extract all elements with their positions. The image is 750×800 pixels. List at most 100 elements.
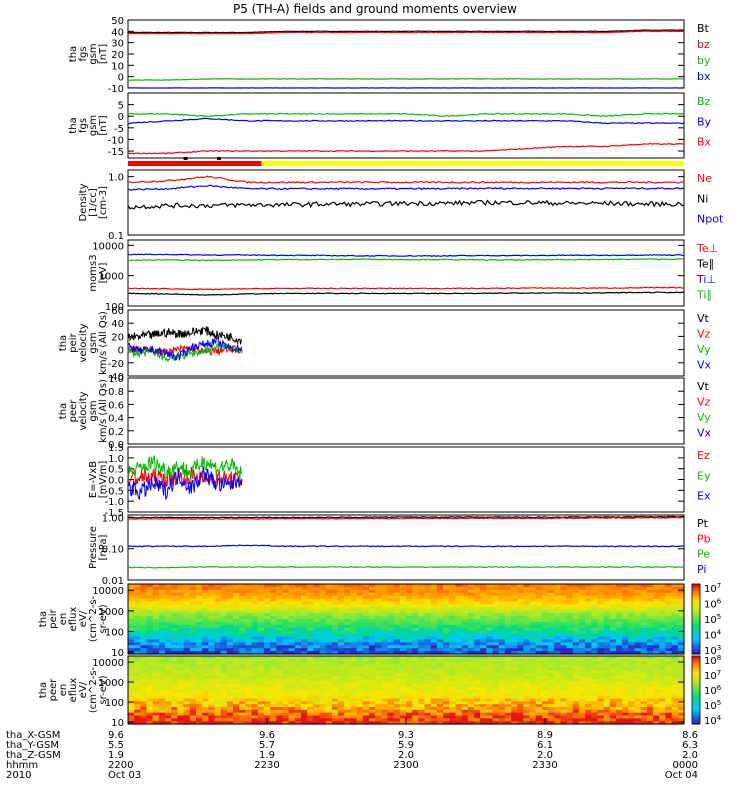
heatmap-cell — [609, 598, 617, 603]
heatmap-cell — [183, 673, 191, 677]
heatmap-cell — [406, 721, 413, 725]
heatmap-cell — [158, 701, 166, 705]
heatmap-cell — [449, 610, 457, 614]
heatmap-cell — [239, 613, 246, 617]
heatmap-cell — [270, 636, 277, 641]
heatmap-cell — [220, 589, 228, 594]
heatmap-cell — [214, 681, 222, 685]
heatmap-cell — [288, 636, 296, 641]
heatmap-cell — [677, 715, 685, 719]
y-axis-label: [eV] — [98, 263, 109, 284]
heatmap-cell — [455, 692, 463, 697]
heatmap-cell — [646, 610, 654, 614]
heatmap-cell — [128, 718, 135, 722]
legend-entry: Npot — [697, 213, 724, 226]
heatmap-cell — [245, 695, 253, 700]
heatmap-cell — [591, 667, 599, 671]
heatmap-cell — [492, 645, 500, 649]
heatmap-cell — [634, 678, 642, 683]
heatmap-cell — [591, 648, 599, 652]
series-line-Ex — [127, 466, 243, 501]
heatmap-cell — [517, 586, 524, 591]
heatmap-cell — [653, 627, 660, 632]
heatmap-cell — [665, 721, 673, 725]
heatmap-cell — [659, 621, 667, 626]
heatmap-cell — [368, 698, 376, 702]
heatmap-cell — [424, 651, 432, 655]
heatmap-cell — [140, 670, 148, 674]
heatmap-cell — [498, 633, 506, 638]
heatmap-cell — [270, 658, 277, 663]
heatmap-cell — [300, 589, 308, 594]
heatmap-cell — [560, 601, 568, 606]
x-axis-value: 5.7 — [259, 740, 275, 751]
heatmap-cell — [362, 645, 370, 649]
heatmap-cell — [263, 648, 271, 652]
heatmap-cell — [171, 633, 179, 638]
heatmap-cell — [171, 598, 179, 603]
heatmap-cell — [461, 718, 469, 722]
heatmap-cell — [202, 667, 209, 671]
heatmap-cell — [455, 613, 463, 617]
heatmap-cell — [325, 651, 333, 655]
heatmap-cell — [183, 645, 191, 649]
heatmap-cell — [362, 630, 370, 635]
heatmap-cell — [338, 715, 345, 719]
heatmap-cell — [560, 661, 568, 666]
heatmap-cell — [245, 675, 253, 680]
heatmap-cell — [134, 651, 141, 655]
heatmap-cell — [338, 624, 345, 629]
heatmap-cell — [430, 651, 438, 655]
heatmap-cell — [640, 621, 648, 626]
heatmap-cell — [597, 613, 605, 617]
heatmap-cell — [473, 627, 481, 632]
heatmap-cell — [511, 709, 518, 714]
heatmap-cell — [276, 601, 284, 606]
heatmap-cell — [671, 624, 679, 629]
heatmap-cell — [350, 695, 358, 700]
heatmap-cell — [313, 610, 321, 614]
heatmap-cell — [381, 698, 389, 702]
heatmap-cell — [387, 636, 395, 641]
heatmap-cell — [288, 584, 296, 588]
heatmap-cell — [578, 595, 586, 600]
colorbar-segment — [692, 586, 700, 590]
heatmap-cell — [356, 698, 364, 702]
heatmap-cell — [399, 601, 407, 606]
heatmap-cell — [152, 639, 160, 643]
heatmap-cell — [616, 636, 623, 641]
heatmap-cell — [338, 678, 345, 683]
heatmap-cell — [202, 613, 209, 617]
heatmap-cell — [356, 610, 364, 614]
heatmap-cell — [418, 584, 426, 588]
y-axis-label: en — [58, 684, 69, 697]
heatmap-cell — [226, 658, 234, 663]
heatmap-cell — [165, 704, 172, 708]
heatmap-cell — [677, 678, 685, 683]
heatmap-cell — [597, 604, 605, 608]
heatmap-cell — [226, 586, 234, 591]
heatmap-cell — [622, 630, 629, 635]
heatmap-cell — [368, 592, 376, 597]
heatmap-cell — [461, 673, 469, 677]
heatmap-cell — [603, 718, 611, 722]
heatmap-cell — [535, 675, 543, 680]
legend-entry: Pe — [697, 548, 710, 561]
heatmap-cell — [381, 642, 389, 646]
heatmap-cell — [554, 624, 562, 629]
heatmap-cell — [257, 721, 265, 725]
heatmap-cell — [541, 709, 549, 714]
heatmap-cell — [331, 592, 339, 597]
heatmap-cell — [128, 701, 135, 705]
heatmap-cell — [368, 701, 376, 705]
heatmap-cell — [609, 675, 617, 680]
y-axis-label: [nT] — [98, 44, 109, 64]
x-axis-value: 5.5 — [108, 740, 124, 751]
heatmap-cell — [628, 601, 636, 606]
x-axis-value: 2.0 — [398, 750, 414, 761]
heatmap-cell — [134, 656, 141, 660]
heatmap-cell — [461, 589, 469, 594]
heatmap-cell — [418, 670, 426, 674]
heatmap-cell — [183, 613, 191, 617]
heatmap-cell — [208, 607, 216, 611]
